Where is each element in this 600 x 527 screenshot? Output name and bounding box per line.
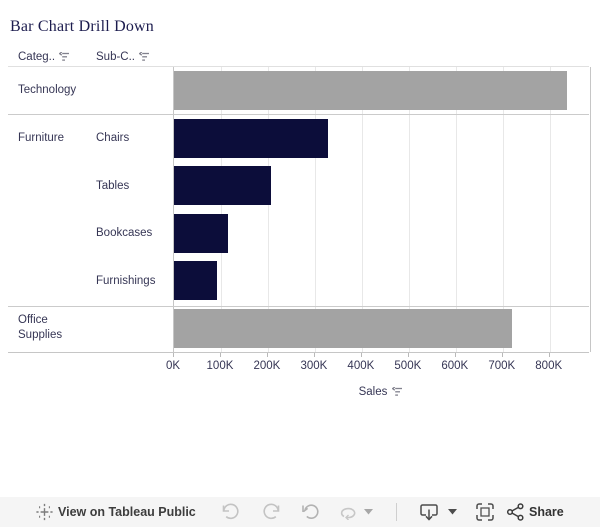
page-title: Bar Chart Drill Down xyxy=(10,18,154,35)
table-row: Office Supplies xyxy=(0,305,600,353)
gridline xyxy=(455,67,457,352)
tick-mark xyxy=(219,353,221,357)
tick-label: 200K xyxy=(253,360,281,372)
tick-label: 600K xyxy=(441,360,469,372)
tableau-logo-icon[interactable] xyxy=(36,503,53,521)
reset-view-button[interactable] xyxy=(300,503,320,521)
tick-label: 400K xyxy=(347,360,375,372)
view-on-tableau-public-link[interactable]: View on Tableau Public xyxy=(58,505,196,519)
replay-options-caret-icon[interactable] xyxy=(364,509,374,515)
chart-pane xyxy=(173,67,591,352)
table-row: Bookcases xyxy=(0,210,600,258)
sort-icon[interactable] xyxy=(59,52,70,62)
sort-icon[interactable] xyxy=(392,387,403,397)
row-header-category[interactable]: Furniture xyxy=(18,131,65,144)
row-header-category[interactable] xyxy=(18,257,94,305)
row-header-category[interactable]: Office Supplies xyxy=(18,314,63,342)
bar-technology[interactable] xyxy=(174,71,567,111)
replay-button[interactable] xyxy=(338,504,360,520)
bar-chairs[interactable] xyxy=(174,118,329,158)
tick-mark xyxy=(407,353,409,357)
row-header-subcategory[interactable]: Furnishings xyxy=(96,274,156,287)
subcategory-column-label: Sub-C.. xyxy=(96,51,135,63)
gridline xyxy=(220,67,222,352)
tick-mark xyxy=(548,353,550,357)
gridline xyxy=(361,67,363,352)
table-row: Tables xyxy=(0,162,600,210)
group-separator xyxy=(8,114,589,115)
x-axis-title-label: Sales xyxy=(358,386,388,398)
share-icon[interactable] xyxy=(506,503,525,522)
x-axis-title: Sales xyxy=(173,386,589,398)
table-row: Technology xyxy=(0,67,600,115)
bar-tables[interactable] xyxy=(174,166,272,206)
table-row: Furnishings xyxy=(0,257,600,305)
x-axis-line xyxy=(8,352,589,353)
tick-mark xyxy=(501,353,503,357)
tick-label: 0K xyxy=(165,360,181,372)
bar-furnishings[interactable] xyxy=(174,261,218,301)
x-axis-ticks: 0K 100K 200K 300K 400K 500K 600K 700K 800K xyxy=(166,353,590,379)
tick-label: 800K xyxy=(535,360,563,372)
row-header-subcategory[interactable]: Tables xyxy=(96,179,130,192)
tick-mark xyxy=(173,353,174,357)
tick-label: 700K xyxy=(488,360,516,372)
tick-mark xyxy=(313,353,315,357)
gridline xyxy=(549,67,551,352)
table-row: Furniture Chairs xyxy=(0,115,600,163)
tick-label: 100K xyxy=(206,360,234,372)
tick-mark xyxy=(454,353,456,357)
share-button[interactable]: Share xyxy=(529,505,564,519)
gridline xyxy=(502,67,504,352)
group-separator xyxy=(8,306,589,307)
row-header-category[interactable] xyxy=(18,162,94,210)
row-header-subcategory[interactable] xyxy=(96,305,168,353)
subcategory-column-header[interactable]: Sub-C.. xyxy=(96,51,150,63)
category-column-label: Categ.. xyxy=(18,51,56,63)
sort-icon[interactable] xyxy=(139,52,150,62)
tick-label: 300K xyxy=(300,360,328,372)
gridline xyxy=(314,67,316,352)
row-header-category[interactable] xyxy=(18,210,94,258)
row-header-subcategory[interactable]: Bookcases xyxy=(96,227,153,240)
row-header-subcategory[interactable]: Chairs xyxy=(96,132,130,145)
tick-mark xyxy=(360,353,362,357)
toolbar-divider xyxy=(396,503,397,521)
bar-office-supplies[interactable] xyxy=(174,308,512,348)
fullscreen-button[interactable] xyxy=(475,502,495,522)
row-header-subcategory[interactable] xyxy=(96,67,168,115)
download-button[interactable] xyxy=(418,503,440,522)
download-options-caret-icon[interactable] xyxy=(448,509,458,515)
header-divider xyxy=(8,66,589,67)
tick-label: 500K xyxy=(394,360,422,372)
tableau-toolbar: View on Tableau Public xyxy=(0,497,600,527)
category-column-header[interactable]: Categ.. xyxy=(18,51,70,63)
gridline xyxy=(267,67,269,352)
tick-mark xyxy=(266,353,268,357)
gridline xyxy=(408,67,410,352)
redo-button[interactable] xyxy=(262,503,283,521)
row-header-category[interactable]: Technology xyxy=(18,84,77,97)
bar-bookcases[interactable] xyxy=(174,213,228,253)
undo-button[interactable] xyxy=(219,503,240,521)
